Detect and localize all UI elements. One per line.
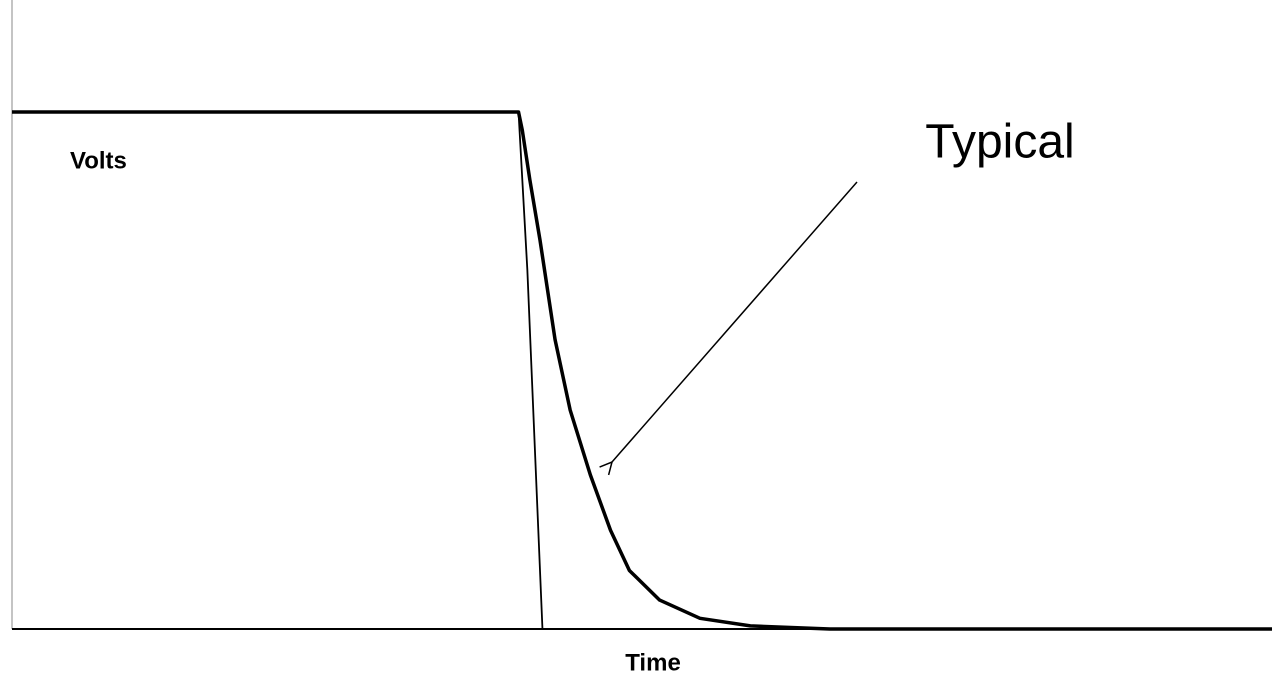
line-series <box>12 110 1272 631</box>
x-axis-label: Time <box>625 649 681 676</box>
y-axis-label: Volts <box>70 147 127 174</box>
annotation-arrow <box>612 181 858 462</box>
line-series <box>517 111 544 630</box>
annotation: Typical <box>925 116 1074 169</box>
